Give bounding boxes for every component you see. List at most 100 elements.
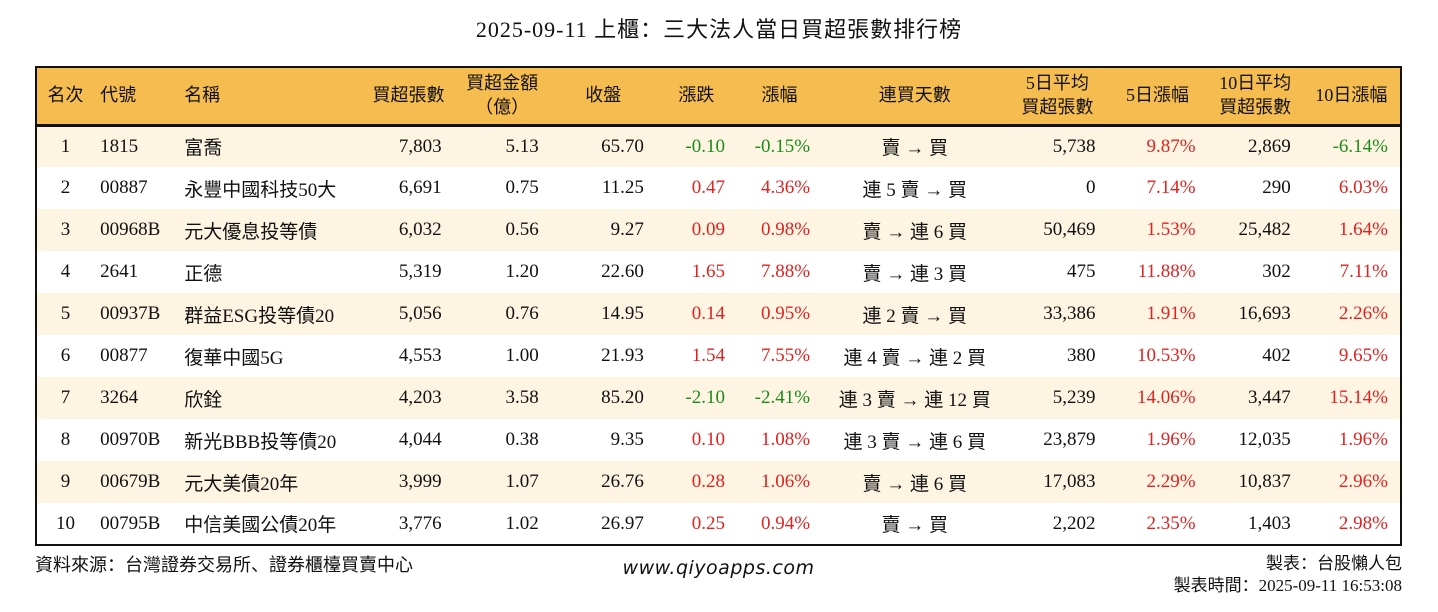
cell-avg5-lots: 2,202 — [1052, 512, 1096, 534]
website-url: www.qiyoapps.com — [622, 557, 815, 579]
cell-name: 永豐中國科技50大 — [184, 179, 337, 201]
cell-avg5-lots: 380 — [1066, 345, 1096, 366]
col-header-change: 漲跌 — [655, 67, 737, 127]
cell-avg5-lots: 23,879 — [1043, 429, 1096, 450]
cell-net-buy-amount: 0.75 — [505, 177, 539, 198]
table-row: 5 00937B 群益ESG投等債20 5,056 0.76 14.95 0.14 0.95%… — [36, 293, 1401, 335]
table-row: 7 3264 欣銓 4,203 3.58 85.20 -2.10 -2.41% 連 3 賣 → … — [36, 377, 1401, 419]
cell-avg5-lots: 50,469 — [1043, 219, 1096, 240]
cell-pct5: 14.06% — [1137, 387, 1196, 408]
cell-avg10-lots: 290 — [1262, 177, 1291, 198]
cell-avg10-lots: 302 — [1262, 261, 1291, 282]
cell-net-buy-lots: 4,203 — [398, 387, 442, 408]
cell-avg10-lots: 3,447 — [1248, 387, 1291, 408]
cell-pct5: 10.53% — [1137, 345, 1196, 366]
data-source-note: 資料來源：台灣證券交易所、證券櫃檯買賣中心 — [35, 555, 413, 575]
cell-net-buy-lots: 4,044 — [398, 429, 442, 450]
cell-code: 00887 — [100, 177, 148, 198]
cell-net-buy-lots: 3,999 — [398, 471, 442, 492]
cell-streak: 賣 → 連 6 買 — [862, 473, 967, 495]
cell-close: 21.93 — [601, 345, 644, 366]
cell-avg5-lots: 5,239 — [1052, 387, 1096, 408]
footer: 資料來源：台灣證券交易所、證券櫃檯買賣中心 www.qiyoapps.com 製… — [35, 553, 1402, 597]
cell-pct10: 1.64% — [1338, 219, 1388, 240]
cell-streak: 連 5 賣 → 買 — [862, 179, 967, 201]
cell-streak: 連 3 賣 → 連 6 買 — [843, 431, 986, 453]
cell-change-pct: -0.15% — [754, 135, 811, 157]
cell-net-buy-amount: 1.02 — [505, 512, 539, 534]
col-header-name: 名稱 — [178, 67, 364, 127]
cell-change: 0.09 — [691, 219, 725, 240]
table-row: 9 00679B 元大美債20年 3,999 1.07 26.76 0.28 1.06% 賣 →… — [36, 461, 1401, 503]
cell-net-buy-amount: 0.56 — [505, 219, 539, 240]
cell-name: 富喬 — [184, 138, 223, 160]
cell-code: 00968B — [100, 219, 161, 240]
cell-streak: 賣 → 連 6 買 — [862, 221, 967, 243]
cell-pct5: 1.91% — [1146, 303, 1196, 324]
cell-change: -2.10 — [685, 387, 725, 408]
credit-block: 製表：台股懶人包 製表時間：2025-09-11 16:53:08 — [1174, 553, 1402, 597]
cell-change-pct: 1.06% — [761, 471, 811, 492]
col-header-rank: 名次 — [36, 67, 95, 127]
table-row: 4 2641 正德 5,319 1.20 22.60 1.65 7.88% 賣 → 連 3 買 4… — [36, 251, 1401, 293]
cell-name: 新光BBB投等債20 — [184, 431, 337, 453]
table-row: 8 00970B 新光BBB投等債20 4,044 0.38 9.35 0.10 1.08% 連… — [36, 419, 1401, 461]
cell-avg5-lots: 5,738 — [1052, 135, 1096, 157]
cell-net-buy-amount: 0.38 — [505, 429, 539, 450]
cell-close: 26.76 — [601, 471, 644, 492]
cell-change-pct: 1.08% — [761, 429, 811, 450]
cell-pct5: 1.96% — [1146, 429, 1196, 450]
cell-net-buy-amount: 5.13 — [505, 135, 539, 157]
cell-streak: 賣 → 連 3 買 — [862, 263, 967, 285]
cell-net-buy-amount: 3.58 — [505, 387, 539, 408]
cell-net-buy-amount: 0.76 — [505, 303, 539, 324]
cell-name: 群益ESG投等債20 — [184, 305, 335, 327]
cell-rank: 8 — [60, 429, 71, 450]
cell-rank: 5 — [60, 303, 71, 324]
cell-change-pct: 0.98% — [761, 219, 811, 240]
generated-time: 製表時間：2025-09-11 16:53:08 — [1173, 576, 1402, 595]
cell-avg5-lots: 33,386 — [1043, 303, 1096, 324]
cell-change-pct: 7.88% — [761, 261, 811, 282]
cell-avg10-lots: 16,693 — [1238, 303, 1291, 324]
cell-rank: 4 — [60, 261, 71, 282]
cell-change: 0.25 — [691, 512, 725, 534]
col-header-code: 代號 — [94, 67, 179, 127]
cell-close: 14.95 — [601, 303, 644, 324]
col-header-net-buy-amount: 買超金額 （億） — [453, 67, 551, 127]
cell-pct5: 2.35% — [1146, 512, 1196, 534]
cell-pct5: 1.53% — [1146, 219, 1196, 240]
cell-name: 正德 — [184, 263, 223, 285]
cell-name: 欣銓 — [184, 389, 223, 411]
cell-pct10: 7.11% — [1339, 261, 1388, 282]
cell-rank: 7 — [60, 387, 71, 408]
cell-pct10: 6.03% — [1338, 177, 1388, 198]
col-header-avg5-lots: 5日平均 買超張數 — [1007, 67, 1108, 127]
cell-streak: 連 3 賣 → 連 12 買 — [838, 389, 991, 411]
cell-net-buy-lots: 3,776 — [398, 512, 442, 534]
cell-rank: 2 — [60, 177, 71, 198]
cell-pct5: 7.14% — [1146, 177, 1196, 198]
cell-net-buy-amount: 1.00 — [505, 345, 539, 366]
cell-close: 65.70 — [601, 135, 644, 157]
cell-avg10-lots: 2,869 — [1248, 135, 1291, 157]
cell-streak: 賣 → 買 — [881, 138, 948, 160]
cell-streak: 賣 → 買 — [881, 515, 948, 536]
cell-change: 1.65 — [691, 261, 725, 282]
table-row: 10 00795B 中信美國公債20年 3,776 1.02 26.97 0.25 0.94%… — [36, 503, 1401, 545]
cell-change-pct: -2.41% — [754, 387, 811, 408]
cell-avg10-lots: 12,035 — [1238, 429, 1291, 450]
cell-net-buy-amount: 1.07 — [505, 471, 539, 492]
cell-change: 0.28 — [691, 471, 725, 492]
cell-avg10-lots: 10,837 — [1238, 471, 1291, 492]
header-row: 名次 代號 名稱 買超張數 買超金額 （億） 收盤 漲跌 漲幅 連買天數 5日平均 買超張數 5日漲… — [36, 67, 1401, 127]
cell-change-pct: 0.94% — [761, 512, 811, 534]
table-row: 1 1815 富喬 7,803 5.13 65.70 -0.10 -0.15% 賣 → 買 5,7… — [36, 125, 1401, 167]
cell-pct10: 1.96% — [1338, 429, 1388, 450]
cell-code: 3264 — [100, 387, 139, 408]
cell-net-buy-amount: 1.20 — [505, 261, 539, 282]
cell-net-buy-lots: 6,032 — [398, 219, 442, 240]
cell-avg5-lots: 0 — [1085, 177, 1096, 198]
cell-net-buy-lots: 7,803 — [398, 135, 442, 157]
cell-pct5: 9.87% — [1146, 135, 1196, 157]
